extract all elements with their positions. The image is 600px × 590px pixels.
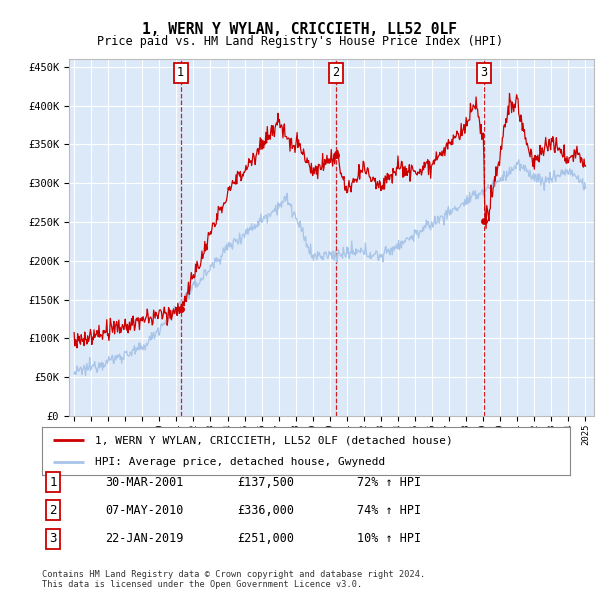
- Text: £251,000: £251,000: [237, 532, 294, 545]
- Text: 22-JAN-2019: 22-JAN-2019: [105, 532, 184, 545]
- Text: 1: 1: [177, 67, 184, 80]
- Text: 72% ↑ HPI: 72% ↑ HPI: [357, 476, 421, 489]
- Text: 10% ↑ HPI: 10% ↑ HPI: [357, 532, 421, 545]
- Text: 1: 1: [49, 476, 56, 489]
- Text: HPI: Average price, detached house, Gwynedd: HPI: Average price, detached house, Gwyn…: [95, 457, 385, 467]
- Text: 2: 2: [332, 67, 340, 80]
- Text: 3: 3: [49, 532, 56, 545]
- Text: 3: 3: [481, 67, 488, 80]
- Text: 1, WERN Y WYLAN, CRICCIETH, LL52 0LF (detached house): 1, WERN Y WYLAN, CRICCIETH, LL52 0LF (de…: [95, 435, 452, 445]
- Text: Price paid vs. HM Land Registry's House Price Index (HPI): Price paid vs. HM Land Registry's House …: [97, 35, 503, 48]
- Text: £336,000: £336,000: [237, 504, 294, 517]
- Text: 07-MAY-2010: 07-MAY-2010: [105, 504, 184, 517]
- Text: 30-MAR-2001: 30-MAR-2001: [105, 476, 184, 489]
- Text: 1, WERN Y WYLAN, CRICCIETH, LL52 0LF: 1, WERN Y WYLAN, CRICCIETH, LL52 0LF: [143, 22, 458, 37]
- Text: 2: 2: [49, 504, 56, 517]
- Text: Contains HM Land Registry data © Crown copyright and database right 2024.
This d: Contains HM Land Registry data © Crown c…: [42, 570, 425, 589]
- Text: 74% ↑ HPI: 74% ↑ HPI: [357, 504, 421, 517]
- Text: £137,500: £137,500: [237, 476, 294, 489]
